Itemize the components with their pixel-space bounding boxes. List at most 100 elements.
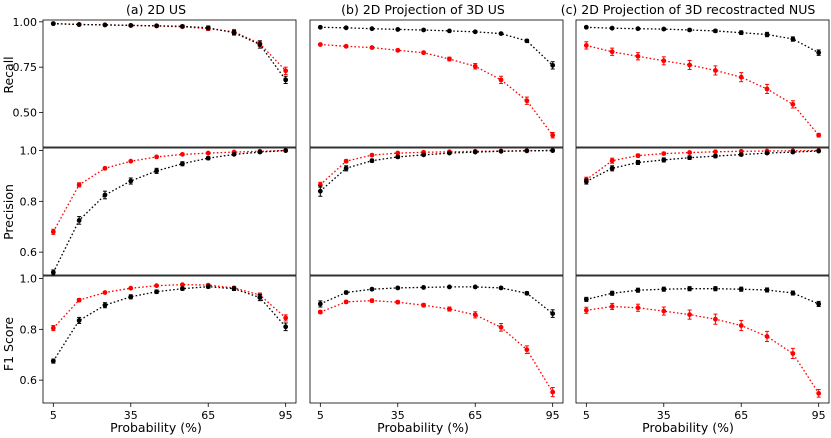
panel-frame <box>42 147 297 276</box>
data-point-red <box>472 312 478 318</box>
data-point-black <box>713 28 718 34</box>
data-point-red <box>283 315 289 321</box>
data-point-red <box>498 324 504 330</box>
data-point-red <box>154 154 159 160</box>
data-point-black <box>550 148 556 153</box>
data-point-red <box>317 42 323 47</box>
data-point-red <box>635 153 641 159</box>
x-tick-label: 35 <box>657 409 671 422</box>
data-point-black <box>738 152 744 158</box>
series-line-red <box>319 149 553 186</box>
data-point-black <box>205 284 211 290</box>
x-tick-label: 35 <box>391 409 405 422</box>
data-point-red <box>609 49 615 55</box>
panel-recall-b <box>309 19 564 148</box>
data-point-black <box>421 285 426 290</box>
data-point-black <box>687 27 692 33</box>
series-line-black <box>320 286 554 315</box>
x-tick-label: 65 <box>734 409 748 422</box>
data-point-red <box>369 45 375 50</box>
data-point-red <box>738 323 744 328</box>
panel-f1-b: 5 35 65 95 <box>309 275 564 422</box>
data-point-black <box>395 285 401 291</box>
data-point-black <box>128 178 134 184</box>
data-point-red <box>738 74 744 80</box>
data-point-red <box>76 182 82 188</box>
series-line-black <box>320 26 554 66</box>
data-point-black <box>583 296 589 302</box>
series-line-red <box>320 43 554 136</box>
x-tick-label: 65 <box>201 409 215 422</box>
data-point-black <box>283 77 289 83</box>
x-axis-label-b: Probability (%) <box>377 420 469 435</box>
data-point-black <box>764 287 770 293</box>
data-point-black <box>205 25 211 31</box>
data-point-black <box>687 286 692 292</box>
column-title-c: (c) 2D Projection of 3D recostracted NUS <box>561 2 816 17</box>
panel-frame <box>309 19 564 148</box>
data-point-red <box>317 309 323 315</box>
data-point-black <box>609 165 615 171</box>
data-point-red <box>713 68 718 73</box>
data-point-black <box>635 160 641 165</box>
data-point-black <box>395 27 401 32</box>
data-point-red <box>447 306 452 312</box>
data-point-black <box>713 286 718 292</box>
data-point-black <box>343 290 349 295</box>
data-point-red <box>395 47 401 53</box>
x-tick-label: 95 <box>546 409 560 422</box>
data-point-black <box>713 153 718 159</box>
data-point-black <box>369 158 375 164</box>
data-point-black <box>317 301 323 307</box>
data-point-black <box>128 23 134 28</box>
data-point-red <box>550 389 556 395</box>
y-tick-label: 1.0 <box>20 273 38 286</box>
data-point-black <box>180 161 185 167</box>
panel-precision-b <box>309 147 564 276</box>
data-point-red <box>472 63 478 69</box>
x-tick-label: 5 <box>50 409 57 422</box>
data-point-black <box>764 32 770 37</box>
data-point-red <box>661 58 667 64</box>
series-line-red <box>586 44 820 136</box>
data-point-red <box>128 158 134 164</box>
panel-frame <box>575 147 830 276</box>
data-point-red <box>283 68 289 74</box>
row-label-f1: F1 Score <box>1 317 16 371</box>
data-point-black <box>421 27 426 33</box>
panel-f1-c: 5 35 65 95 <box>575 275 830 422</box>
data-point-black <box>687 155 692 161</box>
data-point-black <box>421 152 426 158</box>
data-point-red <box>180 151 185 157</box>
data-point-black <box>738 286 744 292</box>
data-point-red <box>498 77 504 83</box>
data-point-black <box>231 286 237 292</box>
panel-frame <box>42 19 297 148</box>
data-point-red <box>583 307 589 313</box>
data-point-red <box>687 312 692 318</box>
data-point-red <box>50 325 56 331</box>
data-point-red <box>583 43 589 48</box>
y-tick-label: 1.0 <box>20 145 38 158</box>
data-point-black <box>609 25 615 31</box>
panel-recall-c <box>575 19 830 148</box>
x-axis-label-a: Probability (%) <box>110 420 202 435</box>
column-title-b: (b) 2D Projection of 3D US <box>341 2 505 17</box>
y-tick-label: 0.8 <box>20 195 38 208</box>
data-point-black <box>257 42 263 47</box>
data-point-red <box>524 98 530 104</box>
data-point-red <box>395 299 401 305</box>
data-point-red <box>343 158 349 164</box>
data-point-red <box>764 334 770 339</box>
data-point-black <box>76 217 82 223</box>
data-point-red <box>102 165 108 171</box>
row-label-precision: Precision <box>1 184 16 240</box>
data-point-red <box>609 158 615 164</box>
data-point-black <box>447 284 452 290</box>
data-point-black <box>231 30 237 36</box>
data-point-black <box>447 150 452 156</box>
series-line-red <box>52 149 286 233</box>
panel-frame <box>309 275 564 404</box>
data-point-black <box>343 25 349 31</box>
